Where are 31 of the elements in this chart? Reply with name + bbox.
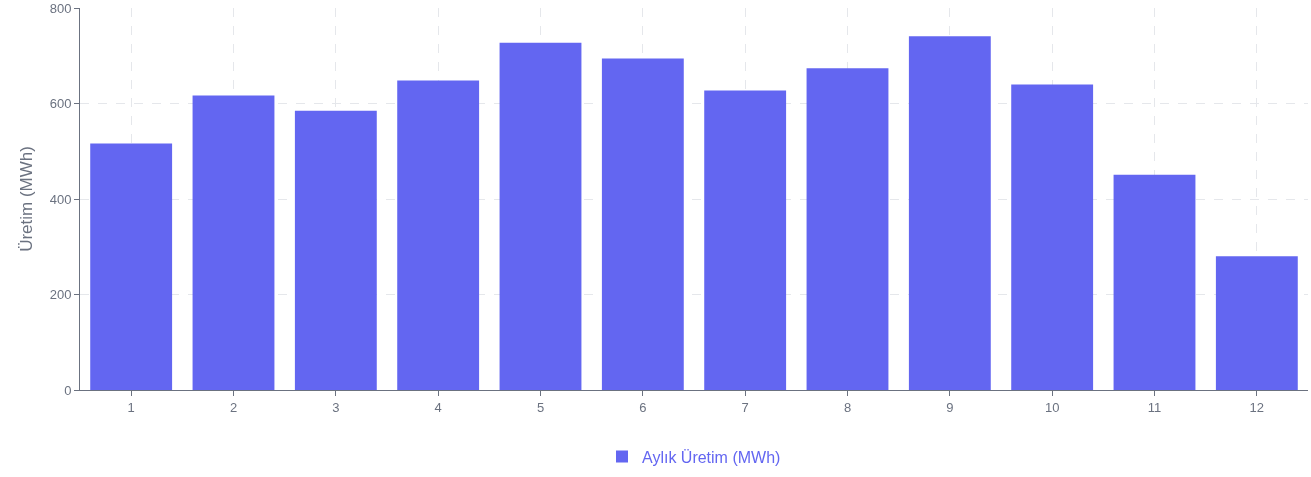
bar — [704, 90, 787, 390]
y-tick-label: 200 — [49, 287, 72, 303]
x-tick-label: 10 — [1044, 399, 1060, 415]
bar — [908, 36, 991, 390]
bar — [1011, 84, 1094, 390]
bar — [806, 68, 889, 390]
legend-label: Aylık Üretim (MWh) — [642, 448, 781, 466]
bar — [90, 143, 173, 390]
bar — [1113, 174, 1196, 390]
x-tick-label: 4 — [434, 399, 442, 415]
x-tick-label: 1 — [127, 399, 135, 415]
bar — [601, 58, 684, 390]
y-tick-label: 400 — [49, 191, 72, 207]
x-tick-label: 8 — [843, 399, 852, 415]
bar — [192, 95, 275, 390]
x-tick-label: 7 — [741, 399, 749, 415]
bar — [499, 42, 582, 390]
x-tick-label: 9 — [946, 399, 954, 415]
y-tick-label: 600 — [49, 96, 72, 112]
x-tick-label: 5 — [536, 399, 545, 415]
y-tick-label: 0 — [64, 382, 72, 398]
y-tick-label: 800 — [49, 0, 72, 16]
bar — [397, 80, 480, 390]
x-tick-label: 2 — [229, 399, 238, 415]
y-axis-title: Üretim (MWh) — [17, 146, 37, 252]
x-tick-label: 3 — [332, 399, 340, 415]
bar — [1215, 256, 1298, 390]
x-tick-label: 12 — [1249, 399, 1265, 415]
x-tick-label: 6 — [639, 399, 647, 415]
bar — [294, 110, 377, 390]
x-tick-label: 11 — [1147, 399, 1162, 415]
